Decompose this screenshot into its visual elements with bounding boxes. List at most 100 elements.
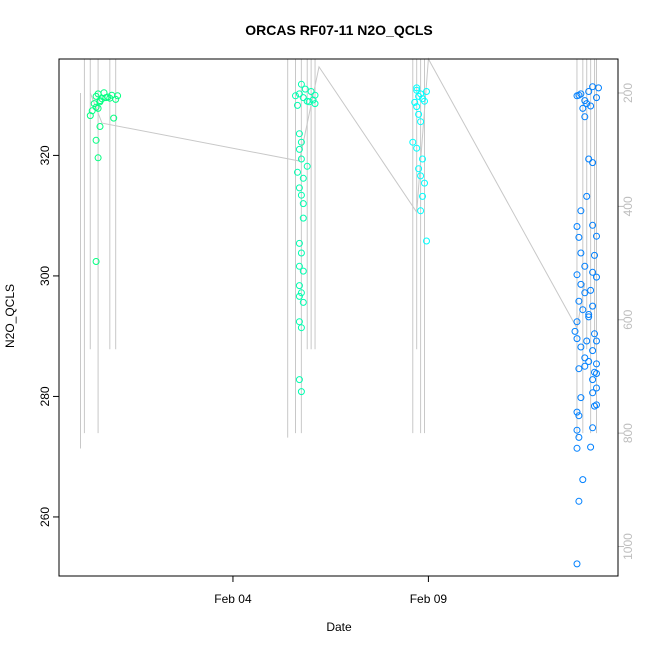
data-point — [297, 388, 305, 396]
data-point — [297, 191, 305, 199]
data-point — [575, 91, 583, 99]
data-point — [299, 174, 307, 182]
data-point — [96, 123, 104, 130]
data-point — [571, 327, 579, 335]
data-point — [593, 232, 600, 240]
data-point — [577, 207, 585, 215]
data-point — [577, 249, 585, 257]
data-point — [299, 214, 307, 222]
data-point — [411, 98, 419, 106]
data-point — [585, 358, 593, 365]
data-point — [299, 298, 307, 306]
data-point — [573, 318, 581, 326]
data-point — [292, 92, 299, 100]
data-point — [417, 207, 425, 215]
data-point — [110, 114, 118, 122]
data-point — [589, 268, 597, 276]
data-point — [579, 476, 587, 484]
data-point — [573, 444, 581, 452]
data-point — [94, 154, 102, 162]
data-point — [591, 251, 598, 259]
data-point — [295, 184, 303, 192]
data-point — [581, 289, 589, 297]
data-point — [573, 426, 581, 434]
data-point — [415, 110, 423, 118]
y-tick-label: 300 — [38, 266, 52, 286]
y2-tick-label: 400 — [621, 196, 635, 216]
data-point — [593, 94, 600, 102]
data-point — [587, 443, 595, 451]
data-point — [102, 94, 110, 102]
y-tick-label: 280 — [38, 386, 52, 406]
data-point — [585, 313, 593, 321]
data-point — [583, 192, 591, 200]
data-point — [307, 88, 315, 95]
data-point — [413, 84, 421, 92]
data-point — [86, 112, 94, 120]
data-point — [589, 376, 597, 384]
data-point — [589, 302, 597, 310]
data-point — [575, 497, 583, 505]
data-point — [92, 136, 100, 144]
data-point — [421, 179, 428, 187]
data-point — [294, 101, 301, 109]
data-point — [415, 165, 423, 173]
data-point — [309, 96, 317, 104]
data-point — [573, 560, 581, 568]
data-point — [299, 94, 307, 102]
data-point — [92, 258, 100, 265]
data-point — [419, 155, 426, 163]
y-axis-label: N2O_QCLS — [3, 284, 17, 348]
data-points — [86, 80, 602, 568]
data-point — [573, 335, 581, 343]
data-point — [311, 91, 319, 99]
data-point — [589, 221, 597, 229]
data-point — [593, 370, 600, 377]
pressure-lines — [80, 57, 597, 449]
data-point — [96, 98, 104, 106]
y2-axis: 200 400 600 800 1000 — [618, 83, 635, 560]
data-point — [573, 271, 581, 279]
y-axis: 260 280 300 320 — [38, 145, 59, 527]
data-point — [421, 97, 428, 105]
data-point — [589, 347, 597, 355]
data-point — [593, 384, 600, 392]
data-point — [577, 90, 585, 98]
data-point — [581, 354, 589, 362]
data-point — [423, 237, 430, 245]
data-point — [299, 267, 307, 275]
data-point — [299, 200, 307, 208]
y2-tick-label: 1000 — [621, 533, 635, 560]
data-point — [294, 168, 301, 176]
y2-tick-label: 600 — [621, 309, 635, 329]
data-point — [413, 86, 421, 94]
data-point — [581, 113, 589, 121]
data-point — [297, 138, 305, 146]
data-point — [423, 88, 430, 95]
data-point — [579, 306, 587, 314]
data-point — [577, 280, 585, 288]
data-point — [413, 103, 421, 111]
data-point — [575, 365, 583, 373]
data-point — [593, 360, 600, 368]
data-point — [575, 433, 583, 441]
data-point — [589, 389, 597, 397]
data-point — [295, 239, 303, 247]
data-point — [591, 330, 598, 338]
data-point — [573, 223, 581, 230]
data-point — [595, 84, 602, 92]
data-point — [589, 424, 597, 432]
data-point — [583, 337, 591, 345]
data-point — [297, 249, 305, 257]
data-point — [581, 262, 589, 270]
data-point — [94, 104, 102, 112]
data-point — [585, 88, 593, 95]
data-point — [575, 233, 583, 241]
data-point — [417, 172, 425, 180]
data-point — [577, 394, 585, 402]
data-point — [577, 343, 585, 351]
data-point — [295, 282, 303, 290]
data-point — [295, 130, 303, 138]
data-point — [409, 138, 417, 146]
data-point — [297, 155, 305, 163]
